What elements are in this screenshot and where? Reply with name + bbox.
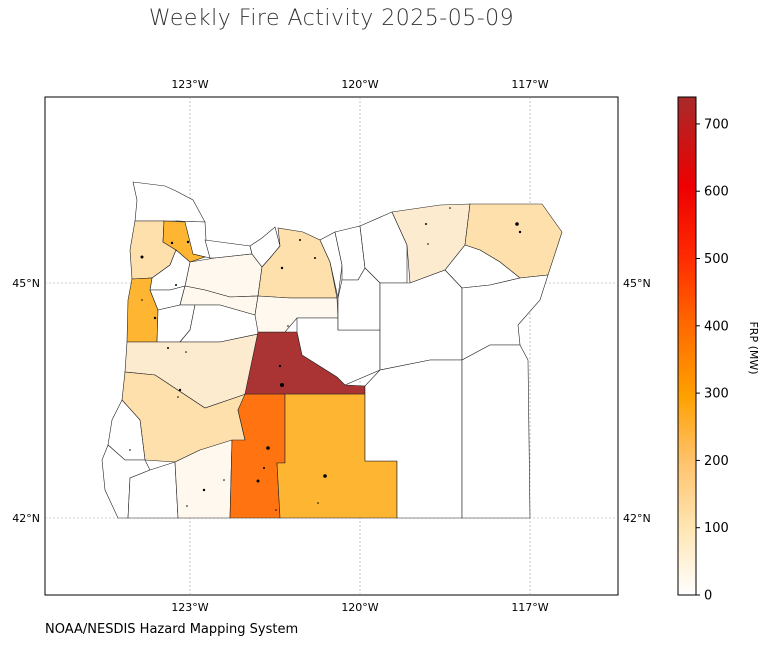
- colorbar-tick-label: 500: [704, 252, 729, 267]
- colorbar-label: FRP (MW): [747, 321, 760, 374]
- colorbar-tick-label: 600: [704, 185, 729, 200]
- county-sherman: [319, 231, 343, 299]
- lon-tick-label: 123°W: [171, 601, 208, 614]
- lon-tick-label: 120°W: [341, 78, 378, 91]
- colorbar-tick-label: 700: [704, 117, 729, 132]
- colorbar-ticks: 0 100 200 300 400 500 600 700: [696, 117, 729, 604]
- lat-tick-label: 45°N: [12, 277, 40, 290]
- lon-tick-label: 117°W: [511, 78, 548, 91]
- colorbar-gradient: [677, 96, 697, 596]
- colorbar-tick-label: 300: [704, 387, 729, 402]
- credit-text: NOAA/NESDIS Hazard Mapping System: [45, 622, 299, 637]
- lat-ticks-left: 45°N 42°N: [12, 277, 40, 525]
- counties: [101, 181, 563, 519]
- colorbar: 0 100 200 300 400 500 600 700 FRP (MW): [677, 96, 760, 604]
- colorbar-tick-label: 100: [704, 521, 729, 536]
- colorbar-tick-label: 0: [704, 589, 712, 604]
- lat-ticks-right: 45°N 42°N: [623, 277, 651, 525]
- lon-tick-label: 120°W: [341, 601, 378, 614]
- lat-tick-label: 42°N: [623, 512, 651, 525]
- map-title: Weekly Fire Activity 2025-05-09: [148, 6, 515, 31]
- lon-tick-label: 123°W: [171, 78, 208, 91]
- colorbar-tick-label: 400: [704, 319, 729, 334]
- lon-ticks-bottom: 123°W 120°W 117°W: [171, 601, 548, 614]
- colorbar-tick-label: 200: [704, 454, 729, 469]
- county-washington: [162, 220, 207, 263]
- county-malheur: [461, 344, 531, 519]
- lon-ticks-top: 123°W 120°W 117°W: [171, 78, 548, 91]
- fire-detections: [129, 207, 522, 511]
- lat-tick-label: 45°N: [623, 277, 651, 290]
- lon-tick-label: 117°W: [511, 601, 548, 614]
- county-grant: [379, 269, 463, 371]
- lat-tick-label: 42°N: [12, 512, 40, 525]
